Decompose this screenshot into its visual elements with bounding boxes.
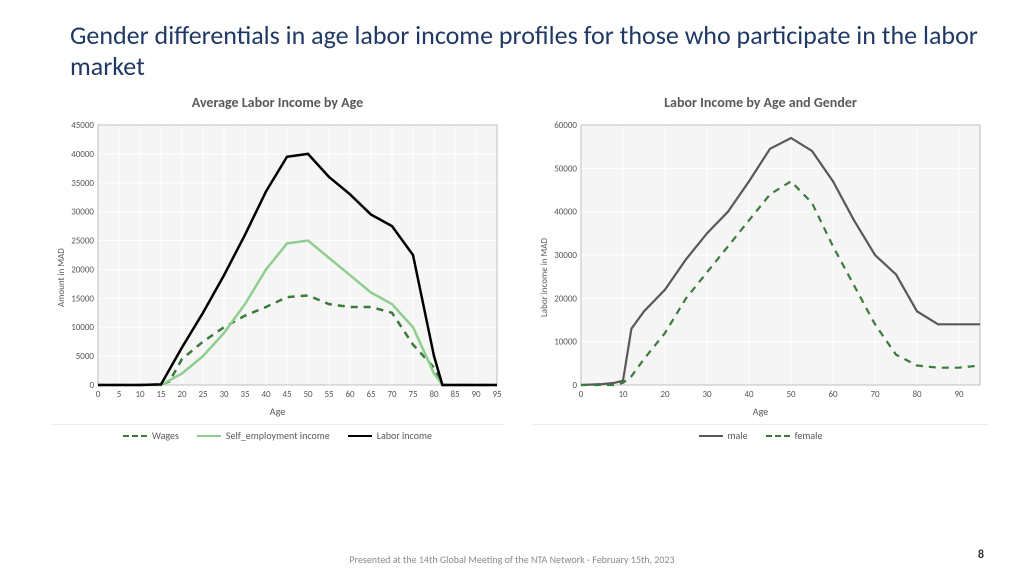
svg-text:0: 0 <box>579 389 584 400</box>
svg-text:0: 0 <box>572 380 577 391</box>
svg-text:10000: 10000 <box>554 337 577 348</box>
svg-text:85: 85 <box>450 389 460 400</box>
chart1-svg: 0 5000 10000 15000 20000 25000 30000 35000 40000… <box>50 117 505 407</box>
chart1-ylabel: Amount in MAD <box>56 249 67 308</box>
svg-text:70: 70 <box>870 389 880 400</box>
svg-text:40000: 40000 <box>71 149 94 160</box>
svg-text:10: 10 <box>618 389 628 400</box>
svg-text:35000: 35000 <box>71 178 94 189</box>
chart1-wrap: Amount in MAD 0 5000 10000 15000 20000 25000 3… <box>50 117 505 418</box>
svg-text:15000: 15000 <box>71 294 94 305</box>
charts-row: Average Labor Income by Age Amount in MA… <box>50 94 984 442</box>
chart1-xlabel: Age <box>50 405 505 418</box>
svg-text:40: 40 <box>744 389 754 400</box>
svg-text:70: 70 <box>387 389 397 400</box>
svg-text:50: 50 <box>303 389 313 400</box>
legend-label: male <box>728 429 748 442</box>
legend-swatch <box>197 435 221 437</box>
svg-text:0: 0 <box>96 389 101 400</box>
svg-text:20: 20 <box>177 389 187 400</box>
page-number: 8 <box>978 548 984 562</box>
legend-label: Labor income <box>377 429 432 442</box>
chart1-legend: Wages Self_employment income Labor income <box>50 424 505 442</box>
svg-text:25: 25 <box>198 389 208 400</box>
svg-text:30: 30 <box>702 389 712 400</box>
svg-text:20000: 20000 <box>71 265 94 276</box>
slide-title: Gender differentials in age labor income… <box>50 20 984 82</box>
svg-text:25000: 25000 <box>71 236 94 247</box>
svg-text:45000: 45000 <box>71 120 94 131</box>
svg-text:15: 15 <box>156 389 166 400</box>
svg-text:80: 80 <box>912 389 922 400</box>
svg-text:20: 20 <box>660 389 670 400</box>
svg-text:5: 5 <box>117 389 122 400</box>
svg-text:55: 55 <box>324 389 334 400</box>
legend-swatch <box>123 435 147 437</box>
svg-text:60: 60 <box>345 389 355 400</box>
svg-text:75: 75 <box>408 389 418 400</box>
svg-text:80: 80 <box>429 389 439 400</box>
svg-text:40: 40 <box>261 389 271 400</box>
svg-text:35: 35 <box>240 389 250 400</box>
svg-text:60000: 60000 <box>554 120 577 131</box>
svg-text:50: 50 <box>786 389 796 400</box>
svg-text:50000: 50000 <box>554 164 577 175</box>
svg-text:90: 90 <box>954 389 964 400</box>
legend-swatch <box>766 435 790 437</box>
legend-item: Self_employment income <box>197 429 330 442</box>
legend-item: female <box>766 429 823 442</box>
svg-text:30000: 30000 <box>554 250 577 261</box>
chart2-svg: 0 10000 20000 30000 40000 50000 60000 0 10 20 30 40… <box>533 117 988 407</box>
chart2-ylabel: Labor income in MAD <box>539 238 550 317</box>
legend-item: Wages <box>123 429 179 442</box>
chart2-legend: male female <box>533 424 988 442</box>
chart-right-panel: Labor Income by Age and Gender Labor inc… <box>533 94 988 442</box>
chart2-xlabel: Age <box>533 405 988 418</box>
chart1-title: Average Labor Income by Age <box>50 94 505 111</box>
slide: Gender differentials in age labor income… <box>0 0 1024 576</box>
chart2-wrap: Labor income in MAD 01000020000300004000… <box>533 117 988 418</box>
svg-text:10000: 10000 <box>71 323 94 334</box>
chart2-title: Labor Income by Age and Gender <box>533 94 988 111</box>
legend-swatch <box>348 435 372 437</box>
svg-text:40000: 40000 <box>554 207 577 218</box>
svg-text:30: 30 <box>219 389 229 400</box>
svg-text:45: 45 <box>282 389 292 400</box>
legend-label: Self_employment income <box>226 429 330 442</box>
svg-text:30000: 30000 <box>71 207 94 218</box>
svg-text:60: 60 <box>828 389 838 400</box>
svg-text:65: 65 <box>366 389 376 400</box>
legend-swatch <box>699 435 723 437</box>
legend-item: male <box>699 429 748 442</box>
svg-text:5000: 5000 <box>76 351 95 362</box>
svg-text:90: 90 <box>471 389 481 400</box>
svg-text:20000: 20000 <box>554 294 577 305</box>
legend-label: female <box>795 429 823 442</box>
svg-text:95: 95 <box>492 389 502 400</box>
svg-text:10: 10 <box>135 389 145 400</box>
chart-left-panel: Average Labor Income by Age Amount in MA… <box>50 94 505 442</box>
legend-item: Labor income <box>348 429 432 442</box>
footer-text: Presented at the 14th Global Meeting of … <box>0 553 1024 566</box>
svg-text:0: 0 <box>89 380 94 391</box>
legend-label: Wages <box>152 429 179 442</box>
